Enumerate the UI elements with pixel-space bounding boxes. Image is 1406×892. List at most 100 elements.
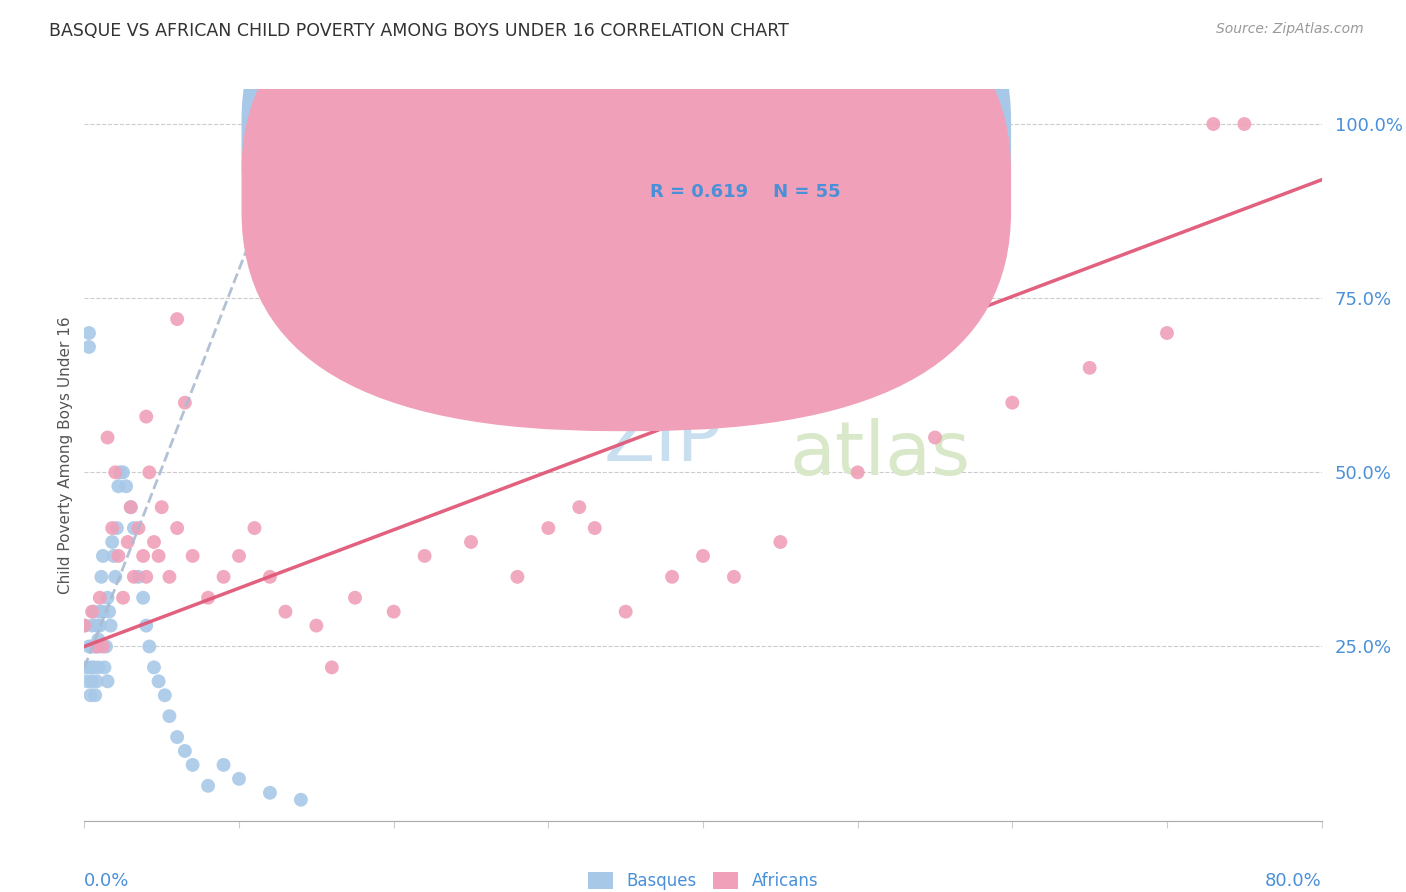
Point [122,521,145,535]
Point [91,549,114,563]
Point [98,605,121,619]
Point [79,660,101,674]
Point [228,772,250,786]
Point [97,591,120,605]
Point [537,521,560,535]
Point [79,688,101,702]
Point [103,549,125,563]
Point [166,730,188,744]
Point [166,312,188,326]
Point [382,605,405,619]
Point [83,660,105,674]
Point [82,605,104,619]
Point [86,640,108,654]
Point [93,660,115,674]
Point [1078,360,1101,375]
Point [104,466,127,480]
Point [122,570,145,584]
Point [181,758,204,772]
Point [568,243,591,257]
Point [89,605,111,619]
Point [135,570,157,584]
Point [321,660,343,674]
Text: 80.0%: 80.0% [1265,871,1322,890]
Y-axis label: Child Poverty Among Boys Under 16: Child Poverty Among Boys Under 16 [58,316,73,594]
Text: R = 0.431    N = 58: R = 0.431 N = 58 [650,131,841,149]
Point [148,674,170,689]
Point [86,618,108,632]
Text: R = 0.619    N = 55: R = 0.619 N = 55 [650,183,841,201]
Point [75,660,97,674]
Point [243,521,266,535]
Point [174,395,197,409]
Point [82,640,104,654]
Point [181,549,204,563]
Point [104,570,127,584]
Point [73,618,96,632]
Point [583,521,606,535]
Point [117,535,139,549]
Point [87,660,110,674]
Point [259,786,281,800]
Point [107,549,129,563]
FancyBboxPatch shape [242,0,1011,380]
Point [89,640,111,654]
Point [87,632,110,647]
Point [132,549,155,563]
Point [1202,117,1225,131]
Point [460,535,482,549]
Point [197,779,219,793]
Point [174,744,197,758]
Point [132,591,155,605]
Legend: Basques, Africans: Basques, Africans [581,865,825,892]
Point [259,570,281,584]
Point [769,535,792,549]
Point [112,591,135,605]
Point [212,570,235,584]
Point [108,466,131,480]
Point [101,535,124,549]
Point [614,605,637,619]
Point [846,466,869,480]
Point [76,674,98,689]
Text: ZIP: ZIP [605,404,723,477]
Point [148,549,170,563]
Point [97,674,120,689]
Point [135,618,157,632]
Point [90,570,112,584]
Point [101,521,124,535]
Point [97,430,120,444]
Point [159,570,181,584]
Point [568,500,591,515]
Point [661,570,683,584]
Point [138,640,160,654]
Point [120,500,142,515]
Point [1156,326,1178,340]
Point [143,660,166,674]
Point [120,500,142,515]
Text: Source: ZipAtlas.com: Source: ZipAtlas.com [1216,22,1364,37]
Point [290,793,312,807]
Point [86,674,108,689]
Point [1001,395,1024,409]
Point [115,479,138,493]
Point [924,430,946,444]
Point [135,409,157,424]
Point [153,688,176,702]
Point [1233,117,1256,131]
Point [77,340,100,354]
Point [150,500,173,515]
Point [212,758,235,772]
Point [83,605,105,619]
Point [159,709,181,723]
Point [89,591,111,605]
Point [197,591,219,605]
Point [138,466,160,480]
Point [91,605,114,619]
Point [100,618,122,632]
Point [506,570,529,584]
Point [143,535,166,549]
Point [105,521,128,535]
Point [413,549,436,563]
Point [77,640,100,654]
